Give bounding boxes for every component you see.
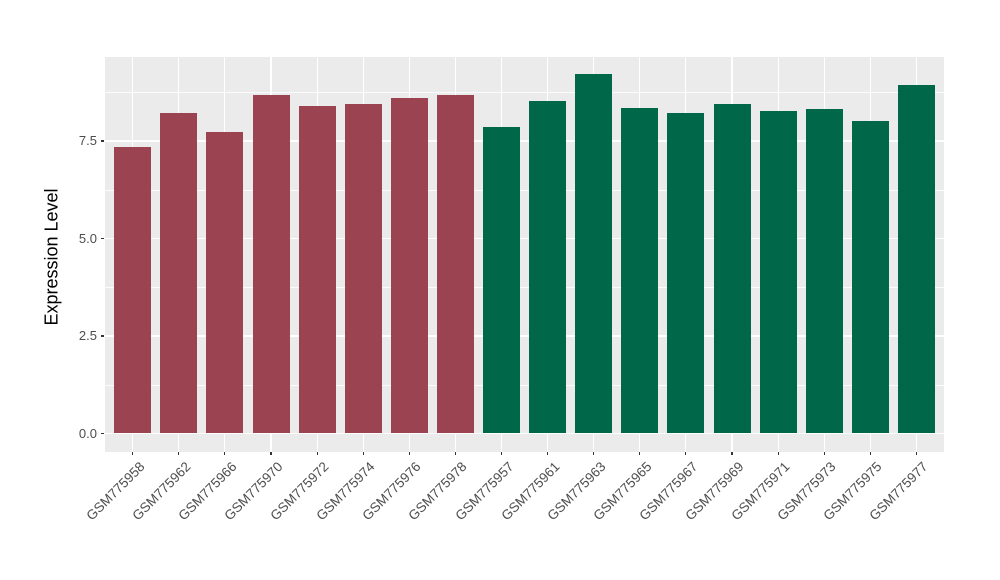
bar xyxy=(206,131,244,434)
y-tick-mark xyxy=(101,335,104,337)
y-tick-label: 2.5 xyxy=(78,328,97,343)
x-tick-mark xyxy=(639,452,641,455)
bar xyxy=(114,147,152,434)
bar xyxy=(667,112,705,434)
y-tick-mark xyxy=(101,140,104,142)
h-gridline-minor xyxy=(105,287,944,289)
x-tick-mark xyxy=(132,452,134,455)
h-gridline-major xyxy=(105,140,944,142)
bar xyxy=(897,84,935,434)
bar xyxy=(529,100,567,434)
bar xyxy=(575,74,613,434)
x-tick-mark xyxy=(500,452,503,455)
h-gridline-minor xyxy=(105,189,944,191)
bar xyxy=(298,106,336,434)
x-tick-mark xyxy=(178,452,180,455)
x-tick-mark xyxy=(547,452,549,455)
y-tick-label: 0.0 xyxy=(78,425,97,441)
h-gridline-major xyxy=(105,237,944,240)
x-tick-mark xyxy=(823,452,825,455)
h-gridline-minor xyxy=(105,92,944,94)
y-tick-mark xyxy=(101,432,104,435)
x-tick-mark xyxy=(270,452,272,455)
x-tick-mark xyxy=(777,452,779,455)
bar xyxy=(713,104,751,434)
x-tick-mark xyxy=(685,452,687,455)
plot-panel xyxy=(105,57,944,452)
x-tick-mark xyxy=(454,452,456,455)
bar xyxy=(390,98,428,434)
y-tick-label: 5.0 xyxy=(78,230,97,246)
y-tick-mark xyxy=(101,237,104,240)
bar xyxy=(436,94,474,434)
x-tick-mark xyxy=(362,452,364,455)
bar xyxy=(483,126,520,434)
x-tick-mark xyxy=(408,452,410,455)
bar xyxy=(805,108,843,434)
x-tick-mark xyxy=(869,452,871,455)
y-axis-title: Expression Level xyxy=(41,188,62,326)
x-tick-mark xyxy=(593,452,595,455)
bar xyxy=(160,112,198,434)
h-gridline-major xyxy=(105,432,944,435)
h-gridline-major xyxy=(105,335,944,337)
bar xyxy=(851,121,889,434)
x-tick-mark xyxy=(316,452,318,455)
bar xyxy=(621,107,659,434)
x-tick-mark xyxy=(731,452,733,455)
x-tick-mark xyxy=(915,452,917,455)
bar xyxy=(344,103,382,434)
bar xyxy=(252,95,290,434)
x-tick-mark xyxy=(224,452,226,455)
h-gridline-minor xyxy=(105,384,944,386)
y-tick-label: 7.5 xyxy=(78,133,97,148)
bar xyxy=(759,110,797,434)
